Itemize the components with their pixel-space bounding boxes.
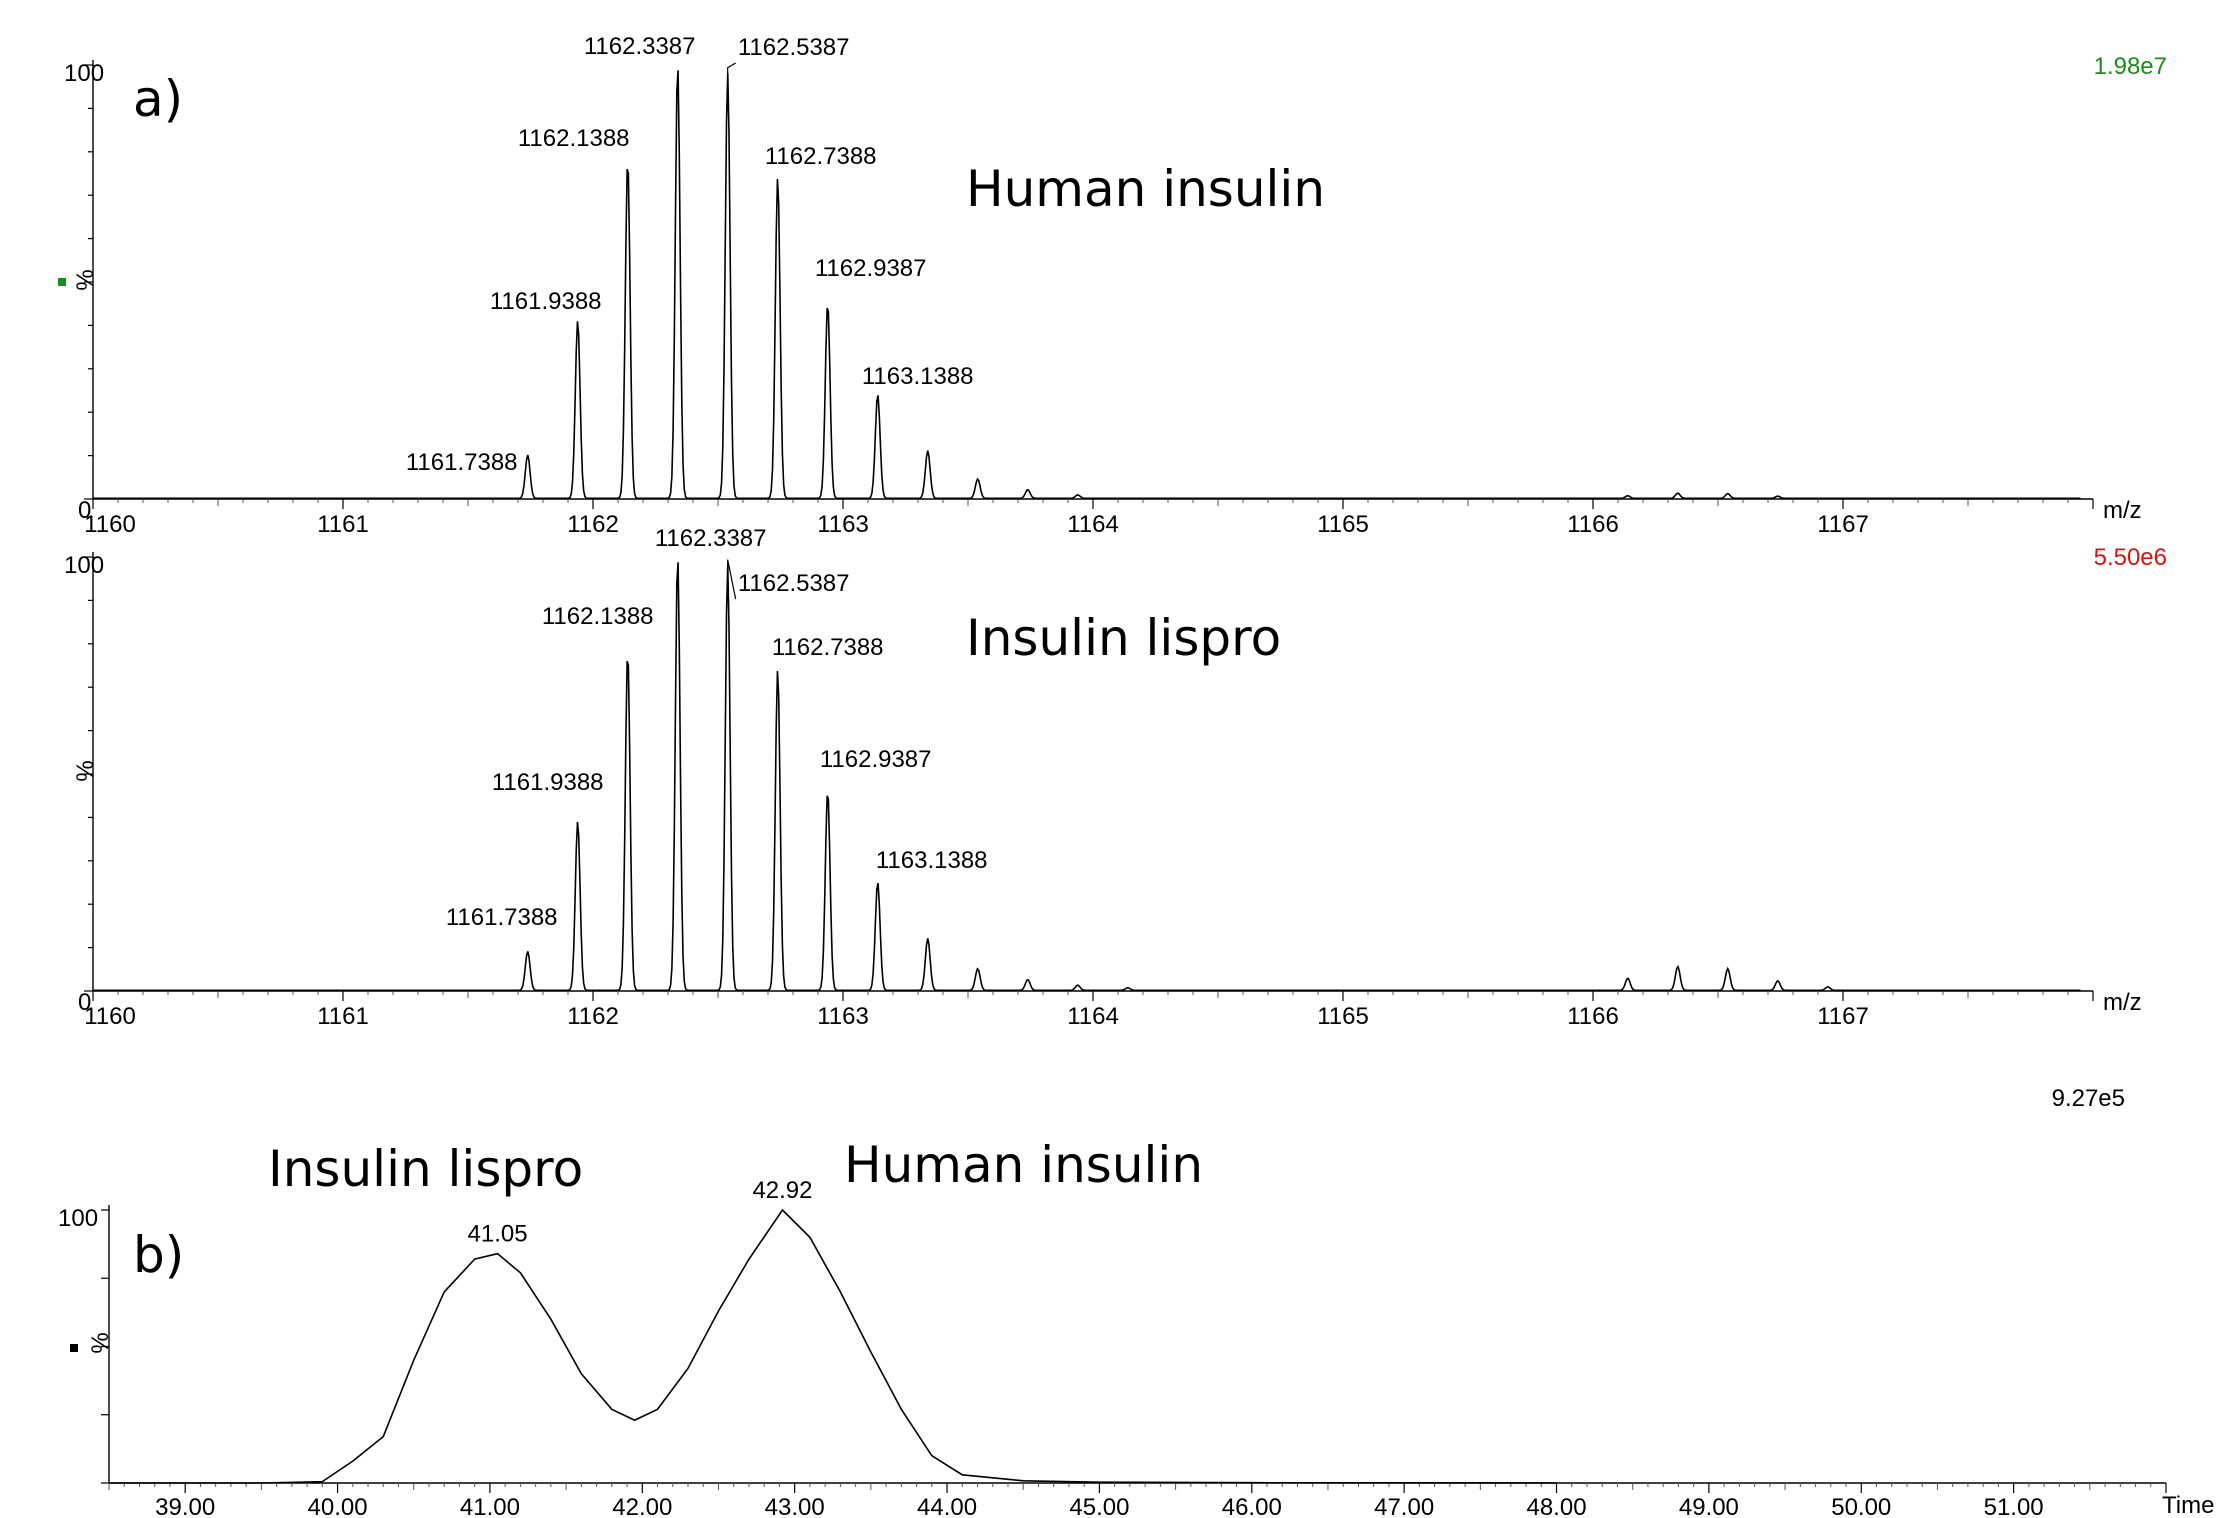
peak-label: 1161.7388 bbox=[406, 449, 518, 476]
panel-b-chromatogram: 39.00 40.00 41.00 42.00 43.00 44.00 45.00 46.00… bbox=[58, 1085, 2214, 1518]
peak-label: 1161.9388 bbox=[492, 769, 604, 796]
y-tick-label-0: 0 bbox=[78, 989, 91, 1016]
x-tick-label: 1160 bbox=[84, 1003, 136, 1030]
peak-label: 1163.1388 bbox=[876, 847, 988, 874]
peak-label: 1161.9388 bbox=[490, 288, 602, 315]
peak-label-leader bbox=[727, 62, 736, 76]
x-tick-label: 47.00 bbox=[1374, 1494, 1434, 1518]
chromatogram-trace bbox=[109, 1208, 1557, 1484]
y-tick-label-100: 100 bbox=[64, 552, 104, 579]
panel-a-spectrum-human: 1160 1161 1162 1163 1164 1165 1166 1167 100 0% m/z… bbox=[58, 33, 2167, 538]
x-tick-label: 48.00 bbox=[1526, 1494, 1586, 1518]
panel-a-spectrum-lispro: 1160 1161 1162 1163 1164 1165 1166 1167 100 0% m/z… bbox=[64, 525, 2167, 1030]
intensity-label: 9.27e5 bbox=[2052, 1085, 2125, 1112]
y-axis-label: % bbox=[72, 760, 99, 781]
peak-label: 1162.3387 bbox=[584, 33, 696, 60]
panel-letter: b) bbox=[133, 1226, 184, 1284]
x-tick-label: 1166 bbox=[1567, 1003, 1619, 1030]
intensity-label: 1.98e7 bbox=[2094, 53, 2167, 80]
compound-annotation: Human insulin bbox=[966, 160, 1325, 218]
x-axis-label: m/z bbox=[2103, 497, 2142, 524]
x-tick-label: 1164 bbox=[1067, 1003, 1119, 1030]
peak-label: 1162.3387 bbox=[655, 525, 767, 552]
panel-letter: a) bbox=[133, 70, 183, 128]
x-tick-label: 39.00 bbox=[155, 1494, 215, 1518]
x-tick-label: 43.00 bbox=[765, 1494, 825, 1518]
peak-label: 1161.7388 bbox=[446, 904, 558, 931]
x-tick-label: 42.00 bbox=[612, 1494, 672, 1518]
peak-label: 1162.5387 bbox=[738, 570, 850, 597]
retention-time-label: 42.92 bbox=[752, 1177, 812, 1204]
peak-label-leader bbox=[727, 559, 737, 600]
compound-annotation: Insulin lispro bbox=[268, 1140, 583, 1198]
x-axis-label: Time bbox=[2162, 1492, 2214, 1518]
x-tick-label: 45.00 bbox=[1069, 1494, 1129, 1518]
channel-marker bbox=[70, 1344, 78, 1352]
peak-label: 1162.1388 bbox=[518, 125, 630, 152]
x-tick-label: 44.00 bbox=[917, 1494, 977, 1518]
x-tick-label: 46.00 bbox=[1222, 1494, 1282, 1518]
peak-label: 1163.1388 bbox=[862, 363, 974, 390]
x-tick-label: 1163 bbox=[817, 511, 869, 538]
peak-label: 1162.9387 bbox=[815, 255, 927, 282]
x-tick-label: 1161 bbox=[317, 1003, 369, 1030]
x-tick-label: 1165 bbox=[1317, 1003, 1369, 1030]
spectrum-trace bbox=[93, 70, 2081, 500]
y-axis-label: % bbox=[87, 1332, 114, 1353]
x-tick-label: 1166 bbox=[1567, 511, 1619, 538]
intensity-label: 5.50e6 bbox=[2094, 544, 2167, 571]
y-tick-label-100: 100 bbox=[64, 60, 104, 87]
y-axis-label: % bbox=[72, 269, 99, 290]
retention-time-label: 41.05 bbox=[468, 1221, 528, 1248]
x-tick-label: 51.00 bbox=[1984, 1494, 2044, 1518]
x-tick-label: 1162 bbox=[567, 1003, 619, 1030]
channel-marker bbox=[58, 278, 66, 286]
peak-label: 1162.9387 bbox=[820, 746, 932, 773]
y-tick-label-100: 100 bbox=[58, 1205, 98, 1232]
x-tick-label: 1163 bbox=[817, 1003, 869, 1030]
compound-annotation: Human insulin bbox=[844, 1136, 1203, 1194]
x-tick-label: 40.00 bbox=[308, 1494, 368, 1518]
x-tick-label: 1160 bbox=[84, 511, 136, 538]
x-tick-label: 1167 bbox=[1817, 1003, 1869, 1030]
peak-label: 1162.1388 bbox=[542, 603, 654, 630]
x-tick-label: 1167 bbox=[1817, 511, 1869, 538]
x-tick-label: 41.00 bbox=[460, 1494, 520, 1518]
spectrum-trace bbox=[93, 562, 2081, 992]
x-tick-label: 49.00 bbox=[1679, 1494, 1739, 1518]
peak-label: 1162.5387 bbox=[738, 34, 850, 61]
compound-annotation: Insulin lispro bbox=[966, 609, 1281, 667]
y-tick-label-0: 0 bbox=[78, 497, 91, 524]
x-tick-label: 1165 bbox=[1317, 511, 1369, 538]
x-axis-label: m/z bbox=[2103, 989, 2142, 1016]
x-tick-label: 1161 bbox=[317, 511, 369, 538]
peak-label: 1162.7388 bbox=[765, 143, 877, 170]
x-tick-label: 1162 bbox=[567, 511, 619, 538]
peak-label: 1162.7388 bbox=[772, 634, 884, 661]
x-tick-label: 1164 bbox=[1067, 511, 1119, 538]
x-tick-label: 50.00 bbox=[1831, 1494, 1891, 1518]
